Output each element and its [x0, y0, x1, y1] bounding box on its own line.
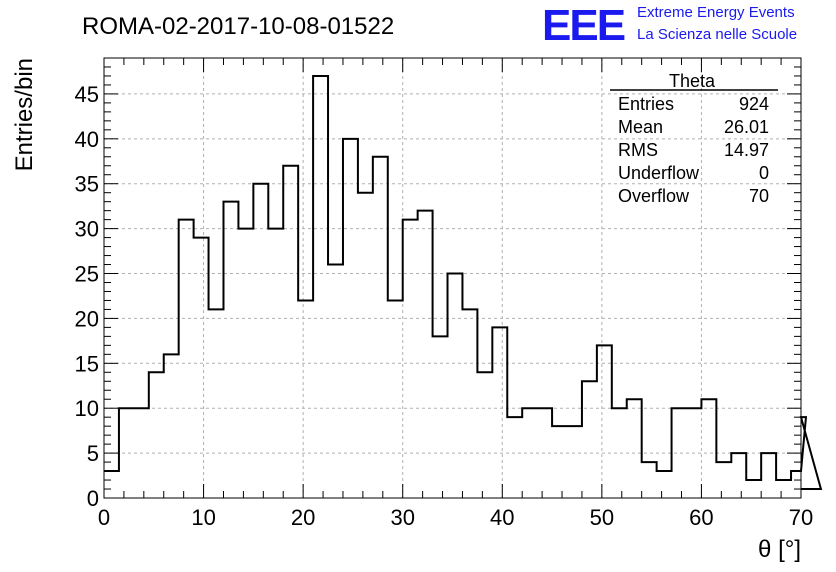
histogram-bin — [627, 399, 642, 498]
y-tick-label: 45 — [75, 82, 99, 107]
histogram-bin — [253, 184, 268, 498]
histogram-bin — [597, 345, 612, 498]
stats-value: 26.01 — [724, 117, 769, 137]
histogram-bin — [448, 274, 463, 498]
y-tick-label: 20 — [75, 306, 99, 331]
histogram-bin — [209, 309, 224, 498]
logo-line-2: La Scienza nelle Scuole — [637, 26, 797, 43]
histogram-bin — [149, 372, 164, 498]
histogram-bin — [418, 211, 433, 498]
histogram-bin — [776, 480, 791, 498]
y-tick-label: 5 — [87, 441, 99, 466]
x-tick-label: 30 — [390, 505, 414, 530]
logo-line-1: Extreme Energy Events — [637, 4, 795, 21]
x-tick-label: 70 — [789, 505, 813, 530]
x-axis-title: θ [°] — [758, 536, 801, 563]
y-tick-label: 30 — [75, 217, 99, 242]
histogram-bin — [746, 480, 761, 498]
x-tick-labels: 0 10 20 30 40 50 60 70 — [98, 505, 813, 530]
stats-value: 0 — [759, 163, 769, 183]
histogram-bin — [716, 462, 731, 498]
histogram-bin — [582, 381, 597, 498]
histogram-bin — [462, 309, 477, 498]
histogram-bin — [403, 220, 418, 498]
logo-mark: EEE — [542, 1, 625, 50]
histogram-bin — [388, 300, 403, 498]
stats-box: Theta Entries 924 Mean 26.01 RMS 14.97 Underfl… — [610, 71, 778, 206]
histogram-bin — [552, 426, 567, 498]
histogram-bin — [731, 453, 746, 498]
y-tick-label: 15 — [75, 351, 99, 376]
x-tick-label: 40 — [490, 505, 514, 530]
stats-label: Mean — [618, 117, 663, 137]
histogram-bin — [238, 229, 253, 498]
grid — [104, 58, 801, 498]
histogram-bin — [283, 166, 298, 498]
stats-value: 924 — [739, 94, 769, 114]
histogram-bin — [433, 336, 448, 498]
histogram-bin — [701, 399, 716, 498]
stats-label: RMS — [618, 140, 658, 160]
x-tick-label: 60 — [689, 505, 713, 530]
histogram-bin — [477, 372, 492, 498]
histogram-bin — [507, 417, 522, 498]
x-tick-label: 0 — [98, 505, 110, 530]
y-tick-labels: 0 5 10 15 20 25 30 35 40 45 — [75, 82, 99, 511]
histogram-bin — [791, 471, 801, 498]
eee-logo: EEE Extreme Energy Events La Scienza nel… — [542, 1, 797, 50]
histogram-bin — [358, 193, 373, 498]
histogram-outline — [104, 74, 823, 491]
histogram-bars — [104, 74, 823, 498]
x-tick-label: 20 — [291, 505, 315, 530]
y-tick-label: 25 — [75, 262, 99, 287]
stats-label: Entries — [618, 94, 674, 114]
y-tick-label: 40 — [75, 127, 99, 152]
histogram-bin — [164, 354, 179, 498]
histogram-bin — [492, 327, 507, 498]
axis-ticks — [103, 57, 802, 499]
stats-value: 70 — [749, 186, 769, 206]
y-axis-title: Entries/bin — [11, 58, 38, 171]
histogram-bin — [761, 453, 776, 498]
histogram-bin — [657, 471, 672, 498]
y-tick-label: 35 — [75, 172, 99, 197]
histogram-bin — [298, 300, 313, 498]
x-tick-label: 10 — [191, 505, 215, 530]
histogram-bin — [328, 265, 343, 498]
histogram-bin — [104, 471, 119, 498]
chart-title: ROMA-02-2017-10-08-01522 — [82, 13, 394, 40]
histogram-bin — [672, 408, 687, 498]
y-tick-label: 0 — [87, 486, 99, 511]
histogram-bin — [567, 426, 582, 498]
plot-frame — [103, 57, 802, 499]
histogram-bin — [179, 220, 194, 498]
histogram-bin — [373, 157, 388, 498]
stats-title: Theta — [669, 71, 716, 91]
histogram-bin — [119, 408, 134, 498]
histogram-bin — [194, 238, 209, 498]
stats-value: 14.97 — [724, 140, 769, 160]
stats-label: Underflow — [618, 163, 700, 183]
stats-rows: Entries 924 Mean 26.01 RMS 14.97 Underflow 0 Ove… — [618, 94, 769, 206]
x-tick-label: 50 — [590, 505, 614, 530]
stats-label: Overflow — [618, 186, 690, 206]
y-tick-label: 10 — [75, 396, 99, 421]
histogram-bin — [642, 462, 657, 498]
